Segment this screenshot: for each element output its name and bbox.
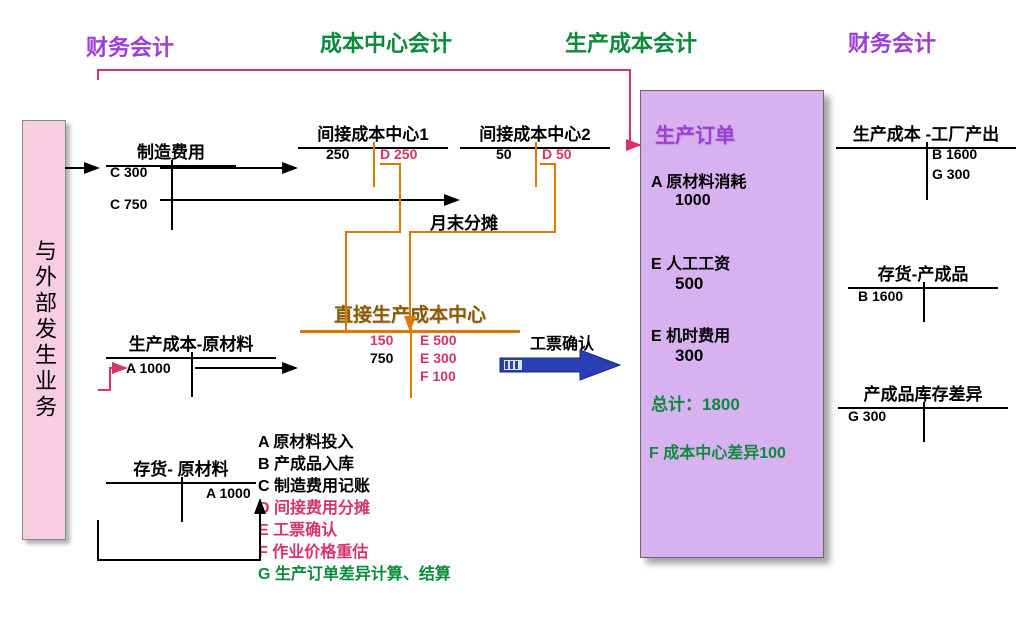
legend-g: G 生产订单差异计算、结算 xyxy=(258,564,451,586)
order-variance: F 成本中心差异100 xyxy=(649,439,817,463)
output-row-1: B 1600 xyxy=(932,146,977,162)
order-line-e2: E 机时费用 xyxy=(651,322,817,346)
external-business-label: 与外部发生业务 xyxy=(28,239,60,421)
legend-a: A 原材料投入 xyxy=(258,432,451,454)
order-line-a-val: 1000 xyxy=(675,192,817,210)
order-line-e1: E 人工工资 xyxy=(651,250,817,274)
order-title: 生产订单 xyxy=(655,119,809,148)
output-account: 生产成本 -工厂产出 B 1600 G 300 xyxy=(836,120,1016,149)
header-prod-cost: 生产成本会计 xyxy=(565,26,697,58)
direct-right-3: F 100 xyxy=(420,368,456,384)
legend-e: E 工票确认 xyxy=(258,520,451,542)
direct-left-bottom: 750 xyxy=(370,350,393,366)
ticket-confirm-label: 工票确认 xyxy=(530,330,594,354)
legend-box: A 原材料投入 B 产成品入库 C 制造费用记账 D 间接费用分摊 E 工票确认… xyxy=(258,432,451,586)
output-row-2: G 300 xyxy=(932,166,970,182)
mfg-expense-account: 制造费用 C 300 C 750 xyxy=(106,138,236,167)
month-end-label: 月末分摊 xyxy=(430,209,498,234)
indirect-center-1: 间接成本中心1 250 D 250 xyxy=(298,120,448,149)
legend-b: B 产成品入库 xyxy=(258,454,451,476)
indirect2-left: 50 xyxy=(496,146,512,162)
direct-right-1: E 500 xyxy=(420,332,457,348)
indirect1-left: 250 xyxy=(326,146,349,162)
order-line-e1-val: 500 xyxy=(675,274,817,294)
indirect2-right: D 50 xyxy=(542,146,572,162)
legend-c: C 制造费用记账 xyxy=(258,476,451,498)
indirect1-right: D 250 xyxy=(380,146,417,162)
production-order-box: 生产订单 A 原材料消耗 1000 E 人工工资 500 E 机时费用 300 … xyxy=(640,90,824,558)
direct-right-2: E 300 xyxy=(420,350,457,366)
finished-inv-row: B 1600 xyxy=(858,288,903,304)
raw-inv-account: 存货- 原材料 A 1000 xyxy=(106,455,256,484)
legend-f: F 作业价格重估 xyxy=(258,542,451,564)
header-financial-2: 财务会计 xyxy=(848,26,936,58)
order-total: 总计：1800 xyxy=(651,390,817,415)
raw-cost-account: 生产成本-原材料 A 1000 xyxy=(106,330,276,359)
direct-left-top: 150 xyxy=(370,332,393,348)
header-financial-1: 财务会计 xyxy=(86,30,174,62)
raw-inv-row: A 1000 xyxy=(206,485,251,501)
mfg-expense-row-2: C 750 xyxy=(110,196,147,212)
raw-cost-row: A 1000 xyxy=(126,360,171,376)
order-line-e2-val: 300 xyxy=(675,346,817,366)
mfg-expense-row-1: C 300 xyxy=(110,164,147,180)
indirect-center-2: 间接成本中心2 50 D 50 xyxy=(460,120,610,149)
variance-account: 产成品库存差异 G 300 xyxy=(838,380,1008,409)
finished-inv-account: 存货-产成品 B 1600 xyxy=(848,260,998,289)
order-line-a: A 原材料消耗 xyxy=(651,168,817,192)
variance-row: G 300 xyxy=(848,408,886,424)
header-cost-center: 成本中心会计 xyxy=(320,26,452,58)
legend-d: D 间接费用分摊 xyxy=(258,498,451,520)
direct-cost-center: 直接生产成本中心 150 750 E 500 E 300 F 100 xyxy=(300,300,520,333)
external-business-box: 与外部发生业务 xyxy=(22,120,66,540)
